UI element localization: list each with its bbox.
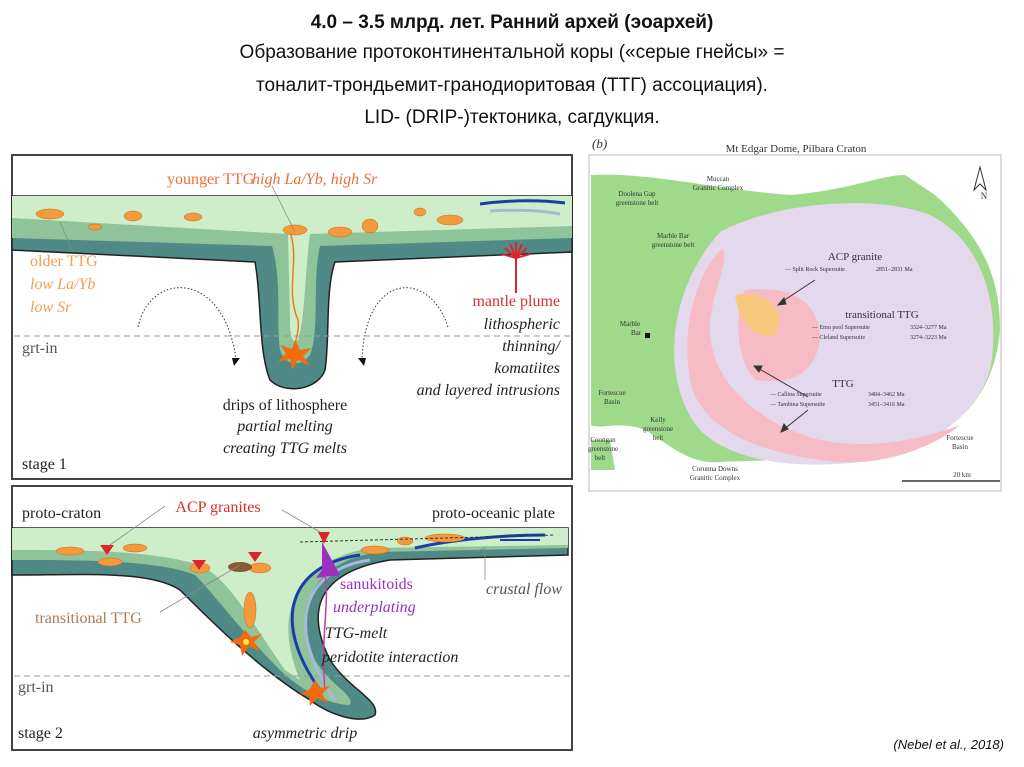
stage1-lithosphere xyxy=(11,195,573,390)
map-label-marble-bar: Marble xyxy=(620,320,640,328)
citation: (Nebel et al., 2018) xyxy=(893,737,1004,752)
label-stage1: stage 1 xyxy=(22,456,67,473)
map-label-cleland-age: 3274–3223 Ma xyxy=(910,335,947,341)
label-mantle-plume: mantle plume xyxy=(472,293,560,310)
map-label-muccan: Muccan xyxy=(707,175,730,183)
map-scale-label: 20 km xyxy=(953,471,971,479)
label-drips-note1: partial melting xyxy=(236,418,333,435)
map-label-transitional-ttg: transitional TTG xyxy=(845,309,918,321)
label-sanukitoids: sanukitoids xyxy=(340,576,413,593)
stage2-lithosphere xyxy=(11,527,569,720)
map-title: Mt Edgar Dome, Pilbara Craton xyxy=(726,143,867,155)
label-transitional-ttg: transitional TTG xyxy=(35,610,142,627)
label-plume-note3: komatiites xyxy=(494,360,560,377)
map-label-marble-bar-gb: Marble Bar xyxy=(657,232,690,240)
label-proto-oceanic-plate: proto-oceanic plate xyxy=(432,505,555,522)
map-label-emu-pool: — Emu pool Supersuite xyxy=(811,325,870,331)
label-acp-granites: ACP granites xyxy=(175,499,260,516)
map-label-emu-pool-age: 3324–3277 Ma xyxy=(910,325,947,331)
acp-granite-icons xyxy=(100,532,330,570)
geologic-map: (b) Mt Edgar Dome, Pilbara Craton N Mucc… xyxy=(588,136,1002,492)
map-label-callina-age: 3484–3462 Ma xyxy=(868,392,905,398)
map-label-fortescue-right: Fortescue xyxy=(946,434,973,442)
map-label-coongan-2: greenstone xyxy=(588,445,618,453)
slide-title-line4: LID- (DRIP-)тектоника, сагдукция. xyxy=(364,107,660,128)
map-label-marble-bar-2: Bar xyxy=(631,329,642,337)
label-grt-in-1: grt-in xyxy=(22,340,58,357)
map-label-callina: — Callina Supersuite xyxy=(769,392,822,398)
map-label-coongan: Coongan xyxy=(590,436,616,444)
label-plume-note2: thinning/ xyxy=(502,338,561,355)
label-underplating: underplating xyxy=(333,599,416,616)
map-label-cleland: — Cleland Supersuite xyxy=(811,335,865,341)
label-peridotite-interaction: peridotite interaction xyxy=(321,649,458,666)
mantle-plume-icon xyxy=(501,242,531,293)
slide-title-line2: Образование протоконтинентальной коры («… xyxy=(239,42,785,63)
label-ttg-melt: TTG-melt xyxy=(325,625,388,642)
acp-granite-area xyxy=(674,203,994,465)
map-label-fortescue-right-2: Basin xyxy=(952,443,968,451)
label-plume-note1: lithospheric xyxy=(484,316,560,333)
ttg-area xyxy=(687,248,960,463)
label-younger-ttg: younger TTG xyxy=(167,171,255,188)
map-label-corunna: Corunna Downs xyxy=(692,465,738,473)
map-label-fortescue-left-2: Basin xyxy=(604,398,620,406)
label-proto-craton: proto-craton xyxy=(22,505,101,522)
label-stage2: stage 2 xyxy=(18,725,63,742)
label-asymmetric-drip: asymmetric drip xyxy=(253,725,357,742)
map-label-coongan-3: belt xyxy=(595,454,606,462)
map-label-marble-bar-gb-2: greenstone belt xyxy=(652,241,695,249)
map-label-split-rock-age: 2851–2831 Ma xyxy=(876,267,913,273)
map-label-acp-granite: ACP granite xyxy=(828,251,882,263)
map-label-ttg: TTG xyxy=(832,378,853,390)
map-label-kelly-2: greenstone xyxy=(643,425,673,433)
north-arrow-icon xyxy=(973,165,987,192)
label-grt-in-2: grt-in xyxy=(18,679,54,696)
label-older-ttg-note2: low Sr xyxy=(30,299,72,316)
acp-yellow-area xyxy=(735,294,780,336)
map-label-doolena-2: greenstone belt xyxy=(616,199,659,207)
label-plume-note4: and layered intrusions xyxy=(417,382,560,399)
ttg-bodies xyxy=(35,207,464,238)
map-panel-label: (b) xyxy=(592,136,607,151)
map-label-doolena: Doolena Gap xyxy=(618,190,656,198)
map-label-corunna-2: Granitic Complex xyxy=(690,474,741,482)
map-label-muccan-2: Granitic Complex xyxy=(693,184,744,192)
marble-bar-marker xyxy=(645,333,650,338)
slide-title-line1: 4.0 – 3.5 млрд. лет. Ранний архей (эоарх… xyxy=(310,12,714,33)
label-older-ttg-note1: low La/Yb xyxy=(30,276,95,293)
map-label-tambina: — Tambina Supersuite xyxy=(769,402,825,408)
label-older-ttg: older TTG xyxy=(30,253,98,270)
map-label-tambina-age: 3451–3416 Ma xyxy=(868,402,905,408)
map-label-split-rock: — Split Rock Supersuite xyxy=(784,267,845,273)
label-drips: drips of lithosphere xyxy=(223,397,347,414)
label-drips-note2: creating TTG melts xyxy=(223,440,347,457)
north-label: N xyxy=(981,191,988,201)
label-younger-ttg-note: high La/Yb, high Sr xyxy=(252,171,378,188)
label-crustal-flow: crustal flow xyxy=(486,581,562,598)
map-label-fortescue-left: Fortescue xyxy=(598,389,625,397)
map-label-kelly-3: belt xyxy=(653,434,664,442)
map-label-kelly: Kelly xyxy=(650,416,666,424)
slide-title-line3: тоналит-трондьемит-гранодиоритовая (ТТГ)… xyxy=(256,75,768,96)
